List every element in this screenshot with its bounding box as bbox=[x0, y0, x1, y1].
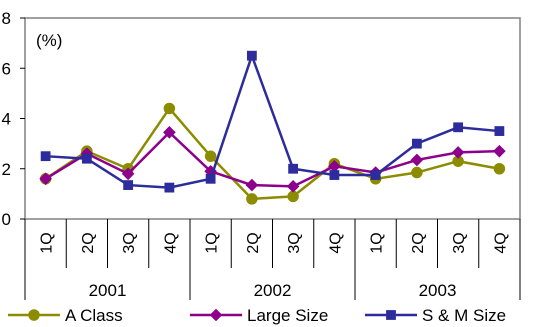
data-point bbox=[287, 190, 299, 203]
data-point bbox=[163, 126, 176, 139]
y-tick-label: 8 bbox=[2, 9, 11, 28]
legend-label: Large Size bbox=[247, 306, 328, 325]
year-label: 2002 bbox=[254, 281, 292, 300]
series-line bbox=[45, 51, 500, 189]
y-axis-unit-label: (%) bbox=[36, 31, 62, 50]
legend-label: A Class bbox=[65, 306, 123, 325]
data-point bbox=[328, 159, 341, 173]
x-tick-label: 1Q bbox=[39, 232, 56, 253]
data-point bbox=[411, 138, 422, 149]
legend-item: S & M Size bbox=[365, 306, 506, 325]
year-label: 2001 bbox=[89, 281, 127, 300]
data-point bbox=[121, 167, 135, 181]
y-tick-label: 2 bbox=[2, 160, 11, 179]
data-point bbox=[164, 182, 175, 193]
x-tick-label: 1Q bbox=[204, 232, 221, 253]
x-tick-label: 3Q bbox=[286, 232, 303, 253]
data-point bbox=[81, 153, 92, 164]
data-point bbox=[286, 180, 300, 193]
data-point bbox=[493, 163, 506, 175]
x-tick-label: 2Q bbox=[80, 232, 97, 253]
x-axis-categories: 1Q 2Q 3Q 4Q 1Q 2Q 3Q 4Q 1Q 2Q 3Q 4Q 2001 2002 2003 bbox=[24, 219, 521, 300]
data-point bbox=[494, 126, 505, 136]
legend: A Class Large Size S & M Size bbox=[8, 306, 506, 325]
y-tick-label: 4 bbox=[2, 110, 11, 129]
series-layer bbox=[39, 50, 506, 205]
data-point bbox=[410, 153, 424, 167]
legend-marker bbox=[386, 310, 396, 320]
legend-item: Large Size bbox=[190, 306, 328, 325]
data-point bbox=[163, 102, 176, 115]
series-line bbox=[44, 130, 500, 188]
data-point bbox=[205, 173, 216, 184]
x-tick-label: 4Q bbox=[327, 232, 344, 253]
x-tick-label: 1Q bbox=[369, 232, 386, 253]
series-circle bbox=[39, 102, 506, 205]
data-point bbox=[451, 146, 465, 159]
series-line bbox=[44, 106, 500, 201]
data-point bbox=[453, 122, 464, 133]
data-point bbox=[329, 170, 340, 180]
data-point bbox=[411, 166, 423, 179]
data-point bbox=[246, 50, 257, 61]
legend-marker bbox=[28, 309, 40, 321]
x-tick-label: 2Q bbox=[410, 232, 427, 253]
y-axis-ticks: 0 2 4 6 8 bbox=[2, 9, 25, 229]
x-tick-label: 4Q bbox=[162, 232, 179, 253]
x-tick-label: 3Q bbox=[451, 232, 468, 253]
x-tick-label: 3Q bbox=[121, 232, 138, 253]
x-tick-label: 4Q bbox=[492, 232, 509, 253]
data-point bbox=[123, 180, 134, 190]
data-point bbox=[493, 144, 506, 158]
data-point bbox=[40, 151, 51, 162]
data-point bbox=[204, 150, 217, 162]
series-square bbox=[40, 50, 505, 193]
plot-area bbox=[24, 17, 521, 220]
data-point bbox=[245, 178, 259, 192]
data-point bbox=[370, 170, 381, 180]
legend-marker bbox=[209, 308, 223, 322]
data-point bbox=[80, 147, 94, 160]
data-point bbox=[246, 193, 258, 205]
x-tick-label: 2Q bbox=[245, 232, 262, 253]
y-tick-label: 6 bbox=[2, 59, 11, 78]
data-point bbox=[288, 163, 299, 174]
y-tick-label: 0 bbox=[2, 210, 11, 229]
legend-label: S & M Size bbox=[422, 306, 506, 325]
legend-item: A Class bbox=[8, 306, 123, 325]
year-label: 2003 bbox=[419, 281, 457, 300]
data-point bbox=[39, 172, 52, 186]
